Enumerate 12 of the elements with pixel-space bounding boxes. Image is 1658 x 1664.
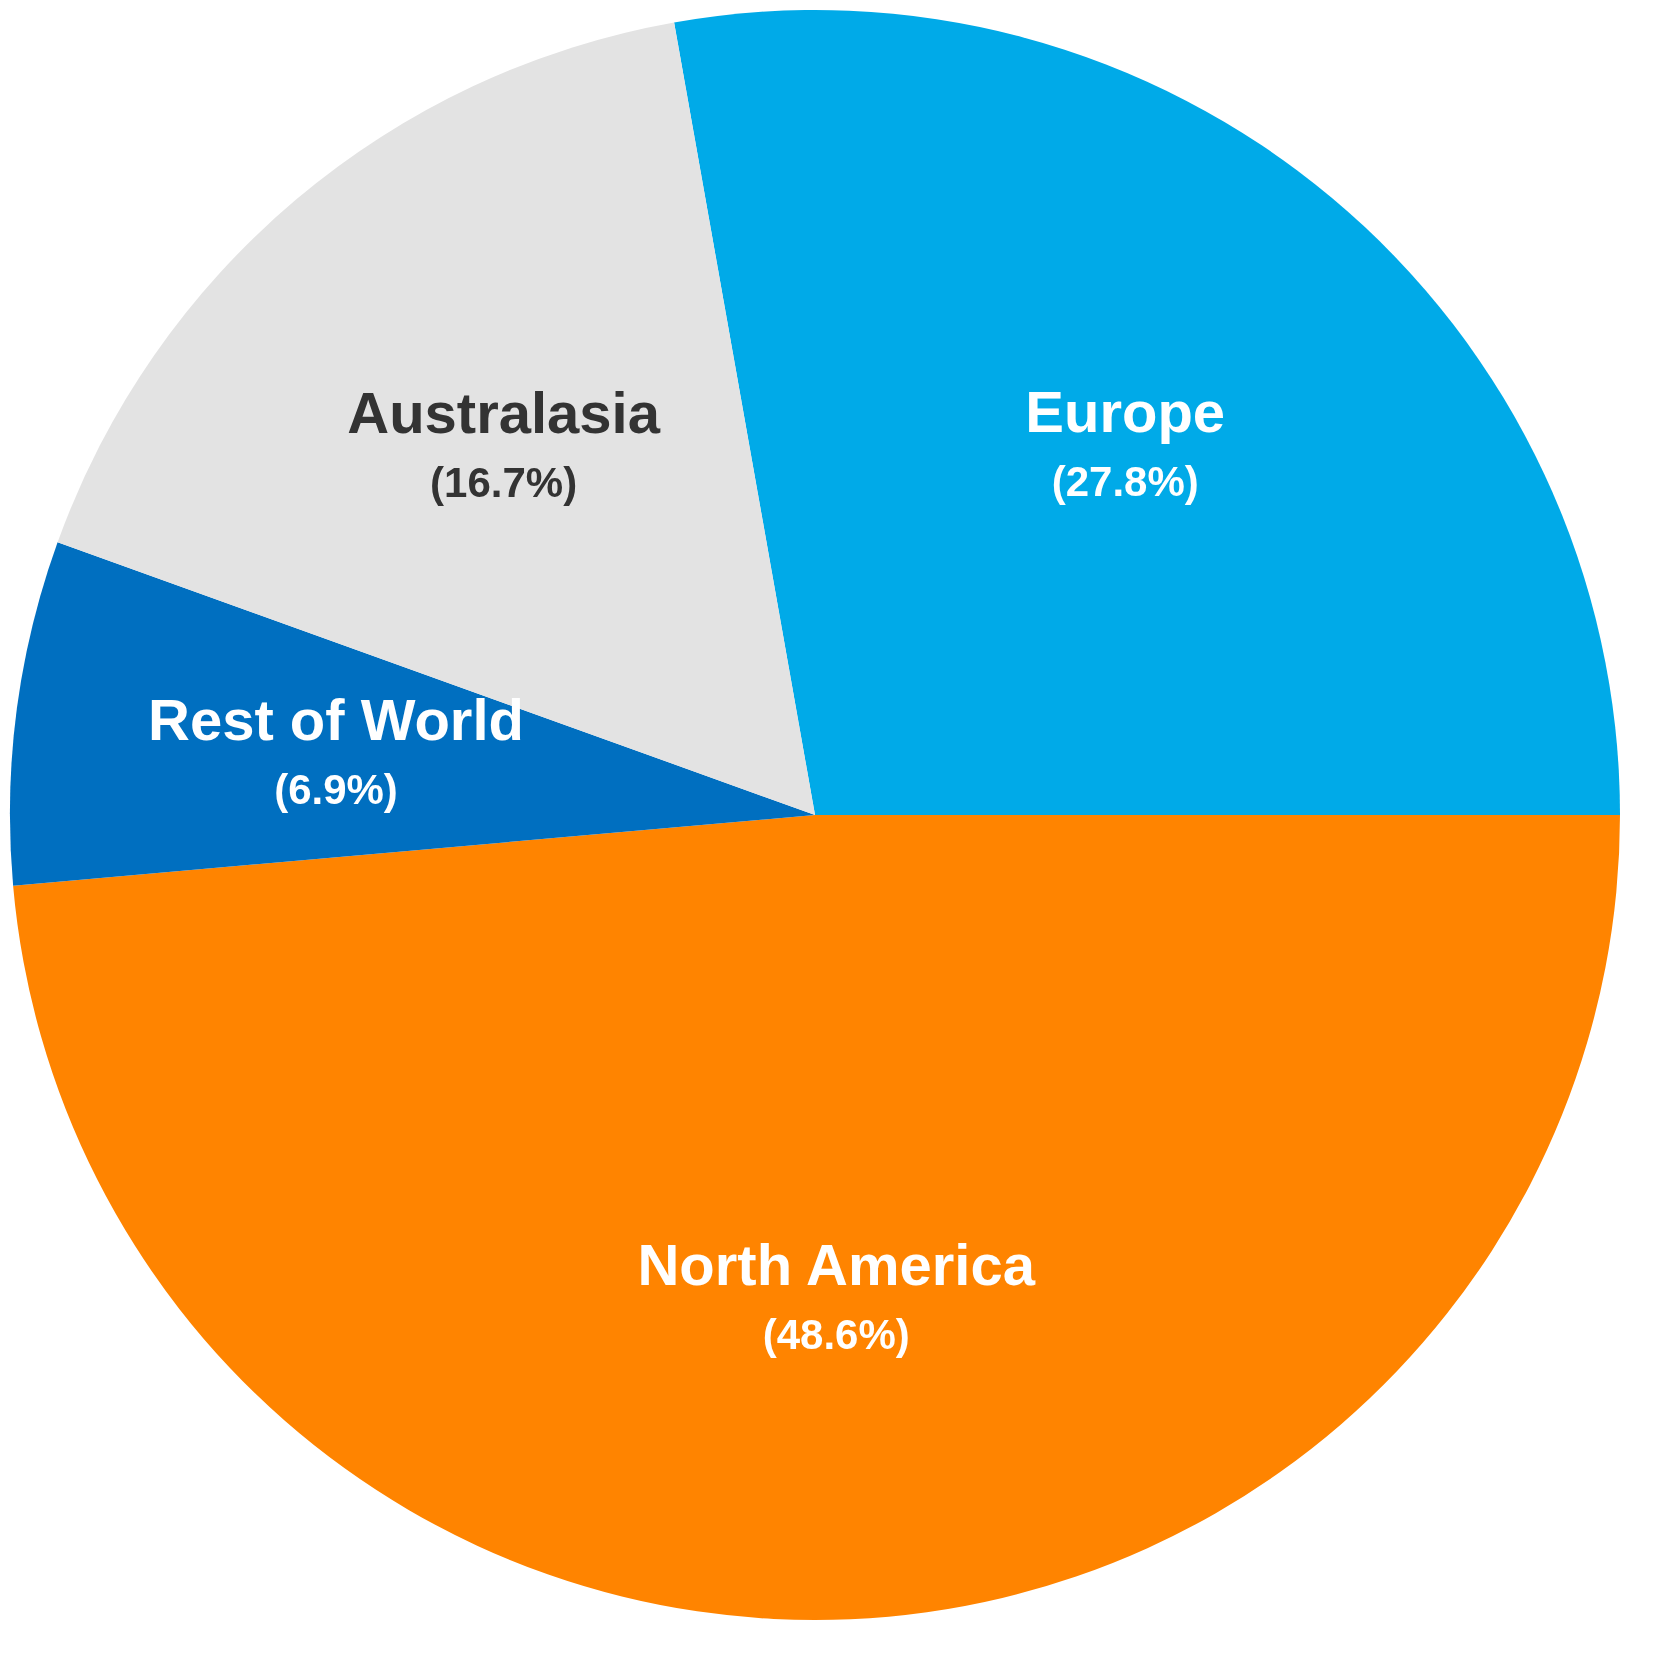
data-label: (6.9%) <box>274 765 398 813</box>
pie-slice <box>10 542 815 886</box>
slice-label: Europe <box>1025 378 1226 444</box>
data-label: (27.8%) <box>1051 457 1199 505</box>
pie-slice <box>674 11 1620 815</box>
slice-label: Australasia <box>347 379 661 445</box>
data-label: (48.6%) <box>762 1310 910 1358</box>
data-label: (16.7%) <box>430 458 578 506</box>
pie-slice <box>57 22 815 815</box>
slice-label: North America <box>637 1231 1036 1297</box>
pie-slice <box>13 815 1620 1620</box>
slice-label: Rest of World <box>148 686 524 752</box>
